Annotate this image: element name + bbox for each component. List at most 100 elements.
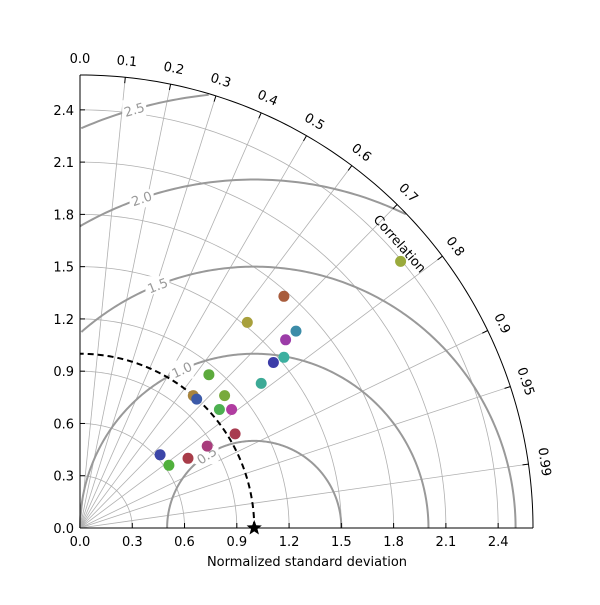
- correlation-tick-label: 0.95: [513, 366, 536, 398]
- data-point: [191, 393, 203, 405]
- rms-label-bg: [122, 100, 147, 119]
- rms-contours: 0.51.01.52.02.5: [79, 93, 517, 529]
- std-grid-arc: [79, 161, 447, 529]
- data-point: [267, 357, 279, 368]
- correlation-tick-label: 0.0: [70, 52, 91, 67]
- data-points: [154, 255, 407, 471]
- correlation-tick-label: 0.5: [302, 111, 327, 134]
- data-point: [241, 316, 253, 328]
- std-grid-arc: [79, 266, 342, 529]
- grid: [79, 77, 529, 529]
- std-grid-arc: [79, 318, 290, 529]
- data-point: [154, 449, 166, 461]
- data-point: [278, 290, 290, 302]
- x-tick-label: 0.9: [226, 535, 247, 550]
- reference-std-arc: [79, 352, 256, 529]
- correlation-tick-label: 0.3: [208, 71, 232, 92]
- correlation-tick: [168, 84, 172, 91]
- correlation-tick-label: 0.8: [443, 234, 467, 260]
- correlation-tick-label: 0.7: [395, 181, 420, 206]
- rms-label-bg: [145, 276, 170, 295]
- correlation-tick-label: 0.99: [534, 447, 553, 478]
- std-grid-arc: [79, 109, 499, 529]
- correlation-tick: [124, 77, 126, 84]
- rms-contour-label: 1.5: [146, 276, 171, 298]
- x-tick-label: 0.0: [70, 535, 91, 550]
- data-point: [213, 404, 225, 415]
- correlation-tick: [303, 135, 307, 142]
- y-tick-label: 2.1: [53, 156, 74, 171]
- rms-label-bg: [194, 446, 219, 465]
- outer-arc: [79, 74, 534, 529]
- correlation-tick: [213, 95, 217, 102]
- rms-label-bg: [169, 360, 194, 379]
- rms-contour: [80, 265, 517, 529]
- data-point: [280, 334, 292, 346]
- std-grid-arc: [79, 423, 185, 529]
- rms-contour-label: 2.5: [123, 101, 147, 121]
- data-point: [219, 390, 231, 402]
- rms-contour: [79, 352, 430, 529]
- std-grid-arc: [79, 370, 238, 529]
- data-point: [255, 377, 267, 389]
- correlation-grid-line: [79, 330, 488, 529]
- correlation-grid-line: [79, 165, 353, 529]
- correlation-tick: [522, 463, 529, 466]
- x-tick-label: 0.3: [122, 535, 143, 550]
- correlation-tick: [258, 112, 262, 119]
- correlation-grid-line: [79, 112, 262, 529]
- axes: [79, 74, 534, 529]
- correlation-tick: [437, 255, 443, 261]
- correlation-tick-label: 0.2: [162, 60, 185, 79]
- y-tick-label: 0.9: [53, 365, 74, 380]
- correlation-tick-label: 0.1: [116, 53, 138, 70]
- correlation-grid-line: [79, 204, 398, 529]
- correlation-grid-line: [79, 135, 307, 529]
- correlation-tick: [504, 386, 511, 389]
- x-tick-label: 2.4: [488, 535, 509, 550]
- y-tick-label: 0.3: [53, 470, 74, 485]
- rms-label-bg: [129, 189, 154, 208]
- y-tick-label: 2.4: [53, 104, 74, 119]
- correlation-tick: [347, 165, 353, 171]
- x-tick-label: 1.2: [279, 535, 300, 550]
- correlation-tick-label: 0.6: [348, 141, 374, 165]
- x-tick-label: 1.8: [383, 535, 404, 550]
- x-tick-label: 0.6: [174, 535, 195, 550]
- std-grid-arc: [79, 475, 133, 529]
- y-tick-label: 0.0: [53, 522, 74, 537]
- data-point: [229, 428, 241, 440]
- data-point: [163, 459, 175, 471]
- correlation-grid-line: [79, 84, 171, 529]
- data-point: [290, 325, 302, 337]
- correlation-tick-label: 0.4: [255, 88, 280, 110]
- correlation-grid-line: [79, 463, 529, 529]
- correlation-tick: [482, 330, 488, 334]
- x-axis-title: Normalized standard deviation: [207, 555, 407, 570]
- rms-contour: [166, 439, 343, 529]
- data-point: [278, 351, 290, 363]
- reference: [79, 352, 262, 535]
- data-point: [182, 452, 194, 464]
- y-tick-label: 1.2: [53, 313, 74, 328]
- x-tick-label: 1.5: [331, 535, 352, 550]
- correlation-grid-line: [79, 77, 126, 529]
- data-point: [226, 404, 238, 415]
- rms-contour: [79, 178, 407, 228]
- correlation-grid-line: [79, 255, 443, 529]
- y-tick-label: 1.5: [53, 261, 74, 276]
- correlation-tick-label: 0.9: [490, 311, 513, 336]
- x-tick-label: 2.1: [436, 535, 457, 550]
- correlation-grid-line: [79, 95, 217, 529]
- correlation-tick: [392, 204, 398, 210]
- data-point: [203, 369, 215, 381]
- rms-contour-label: 2.0: [130, 189, 154, 210]
- data-point: [201, 440, 213, 452]
- reference-star-marker: [246, 520, 262, 535]
- tick-labels: 0.00.00.30.30.60.60.90.91.21.21.51.51.81…: [53, 52, 553, 550]
- y-tick-label: 0.6: [53, 418, 74, 433]
- std-grid-arc: [79, 213, 395, 529]
- data-point: [395, 255, 407, 267]
